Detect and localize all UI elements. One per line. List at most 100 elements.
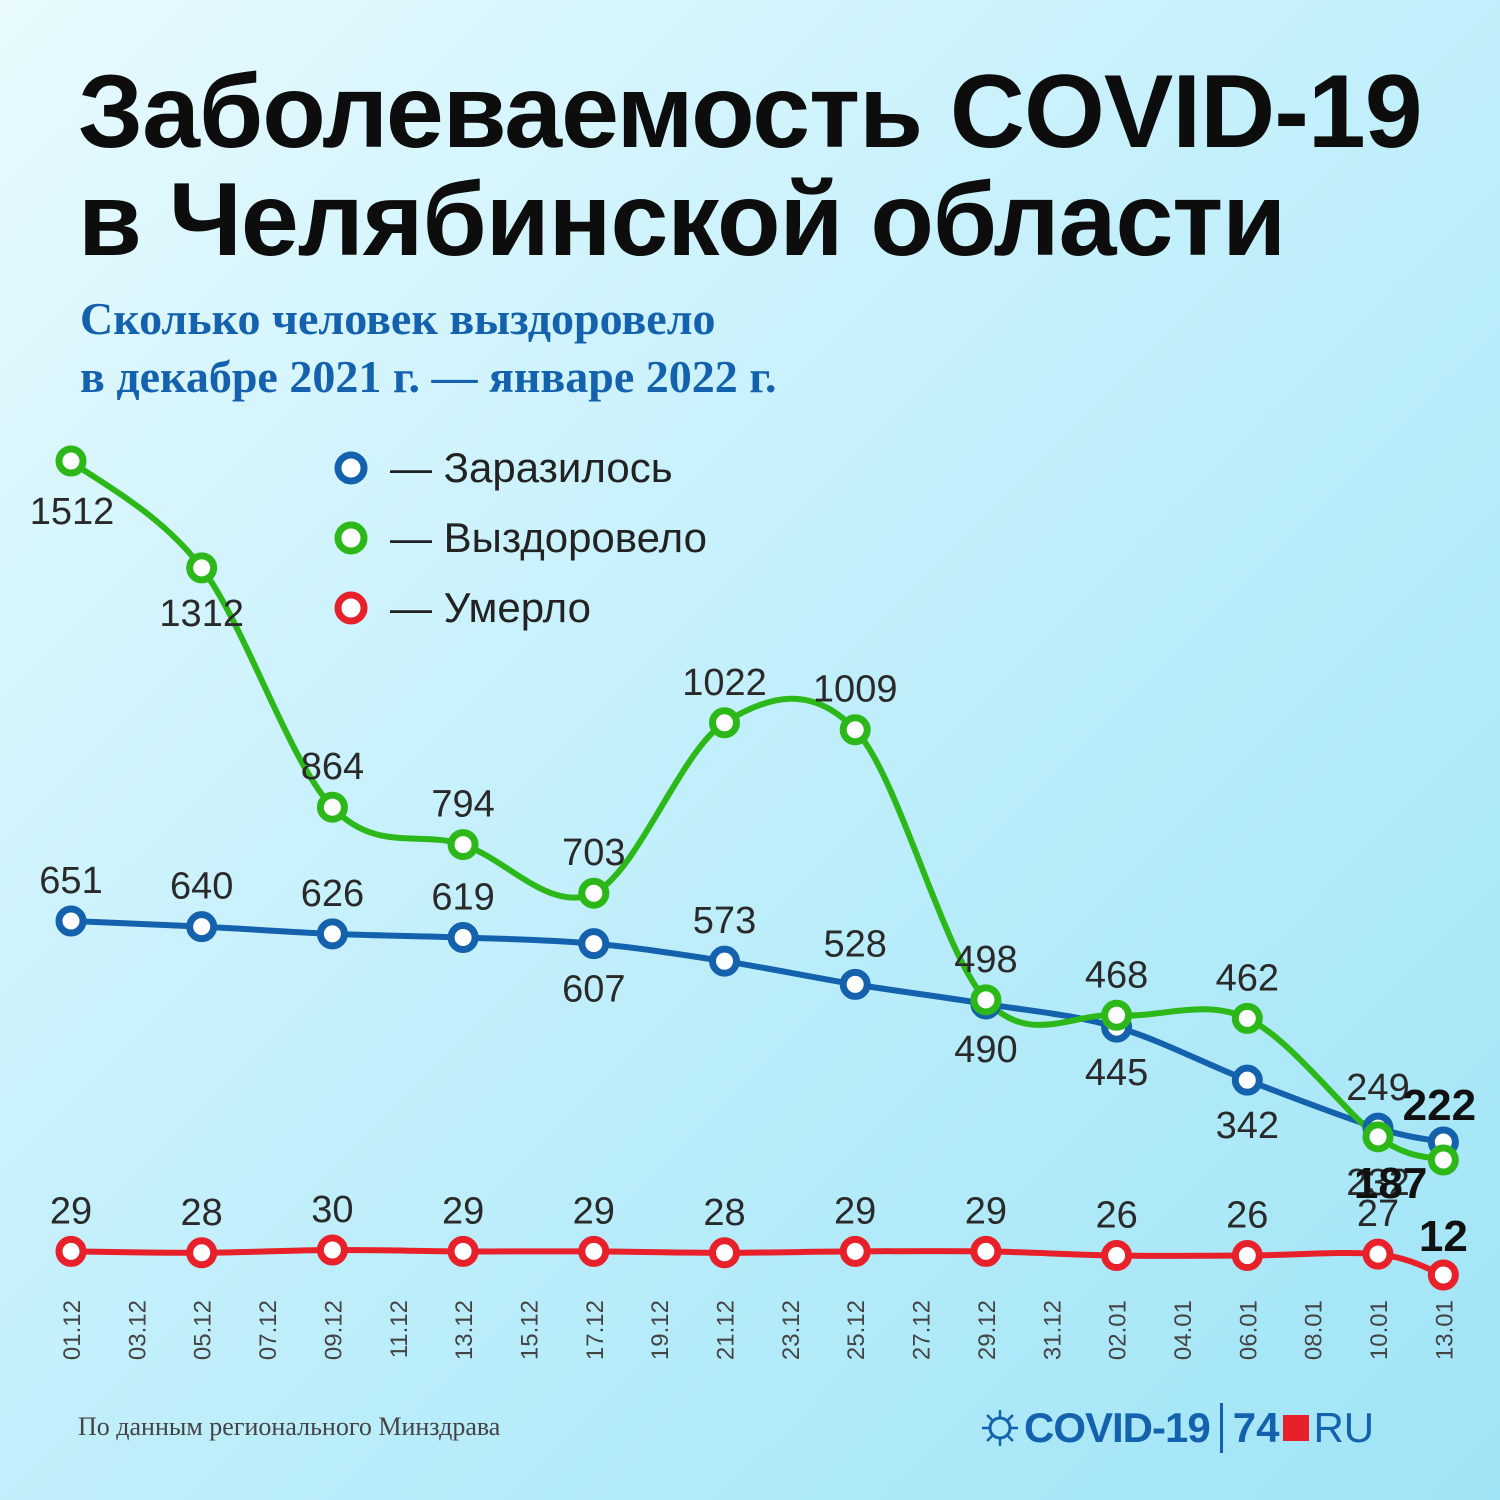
- data-point-recovered: [186, 552, 218, 584]
- data-label-recovered: 1022: [682, 662, 767, 704]
- data-label-infected: 490: [954, 1029, 1017, 1071]
- data-point-recovered: [578, 877, 610, 909]
- x-tick-label: 03.12: [124, 1300, 151, 1360]
- data-label-died: 29: [50, 1190, 92, 1232]
- x-tick-label: 25.12: [843, 1300, 870, 1360]
- data-point-recovered: [1101, 999, 1133, 1031]
- x-tick-label: 05.12: [190, 1300, 217, 1360]
- data-point-recovered: [316, 791, 348, 823]
- x-tick-label: 29.12: [974, 1300, 1001, 1360]
- logo-divider: [1219, 1403, 1223, 1453]
- data-point-died: [1231, 1240, 1263, 1272]
- data-label-recovered: 232: [1346, 1162, 1409, 1204]
- legend-marker-infected: [334, 451, 368, 485]
- x-tick-label: 10.01: [1366, 1300, 1393, 1360]
- title-line-1: Заболеваемость COVID-19: [78, 54, 1423, 170]
- legend-marker-recovered: [334, 521, 368, 555]
- legend-label-infected: — Заразилось: [390, 444, 673, 491]
- data-label-died: 26: [1226, 1195, 1268, 1237]
- data-point-died: [709, 1237, 740, 1269]
- data-point-died: [1101, 1240, 1133, 1272]
- data-point-infected: [709, 945, 740, 977]
- data-label-infected: 651: [39, 860, 102, 902]
- logo-74: 74: [1232, 1404, 1280, 1451]
- data-label-infected: 573: [693, 900, 756, 942]
- data-label-recovered: 1312: [159, 593, 244, 635]
- data-point-recovered: [970, 984, 1002, 1016]
- source-note: По данным регионального Минздрава: [78, 1412, 501, 1441]
- legend-label-recovered: — Выздоровело: [390, 514, 707, 561]
- data-point-infected: [839, 968, 871, 1000]
- data-label-recovered: 462: [1216, 957, 1279, 999]
- data-point-recovered: [839, 714, 871, 746]
- logo-covid: COVID-19: [1024, 1404, 1211, 1451]
- x-tick-label: 04.01: [1170, 1300, 1197, 1360]
- data-label-recovered: 864: [301, 746, 364, 788]
- data-label-died: 30: [311, 1189, 353, 1231]
- data-label-died: 12: [1419, 1212, 1468, 1261]
- x-tick-label: 11.12: [386, 1300, 413, 1358]
- x-tick-label: 13.12: [451, 1300, 478, 1360]
- x-tick-label: 15.12: [516, 1300, 543, 1360]
- data-point-died: [970, 1235, 1002, 1267]
- legend-label-died: — Умерло: [390, 584, 591, 631]
- data-point-recovered: [1362, 1121, 1394, 1153]
- data-label-recovered: 187: [1354, 1159, 1427, 1208]
- data-label-died: 28: [703, 1192, 745, 1234]
- data-point-died: [839, 1235, 871, 1267]
- legend-marker-died: [334, 591, 368, 625]
- data-point-infected: [1231, 1064, 1263, 1096]
- data-point-infected: [316, 918, 348, 950]
- x-tick-label: 19.12: [647, 1300, 674, 1360]
- virus-icon: [982, 1410, 1018, 1446]
- data-point-infected: [578, 928, 610, 960]
- title-line-2: в Челябинской области: [78, 162, 1286, 278]
- x-tick-label: 01.12: [59, 1300, 86, 1360]
- data-point-died: [55, 1235, 87, 1267]
- data-label-died: 29: [573, 1190, 615, 1232]
- data-point-died: [1427, 1259, 1459, 1291]
- data-label-infected: 619: [431, 876, 494, 918]
- data-label-recovered: 1512: [30, 491, 115, 533]
- data-label-recovered: 794: [431, 784, 494, 826]
- data-point-recovered: [709, 707, 740, 739]
- x-tick-label: 08.01: [1301, 1300, 1328, 1360]
- x-tick-label: 17.12: [582, 1300, 609, 1360]
- data-point-infected: [447, 921, 479, 953]
- data-point-died: [578, 1235, 610, 1267]
- data-point-died: [447, 1235, 479, 1267]
- data-label-infected: 445: [1085, 1052, 1148, 1094]
- data-point-recovered: [447, 829, 479, 861]
- series-line-recovered: [68, 458, 1447, 1164]
- x-tick-label: 09.12: [320, 1300, 347, 1360]
- data-point-died: [316, 1234, 348, 1266]
- x-tick-label: 02.01: [1105, 1300, 1132, 1360]
- page-title: Заболеваемость COVID-19 в Челябинской об…: [78, 54, 1423, 278]
- x-tick-label: 27.12: [909, 1300, 936, 1360]
- data-label-died: 26: [1095, 1195, 1137, 1237]
- data-label-died: 29: [965, 1190, 1007, 1232]
- data-label-died: 27: [1357, 1193, 1399, 1235]
- data-point-recovered: [1231, 1002, 1263, 1034]
- data-label-recovered: 498: [954, 939, 1017, 981]
- data-point-recovered: [55, 445, 87, 477]
- logo: COVID-19 74 RU: [980, 1398, 1374, 1458]
- data-label-infected: 342: [1216, 1105, 1279, 1147]
- subtitle-line-1: Сколько человек выздоровело: [80, 293, 716, 344]
- data-label-infected: 607: [562, 969, 625, 1011]
- data-label-infected: 640: [170, 866, 233, 908]
- x-tick-label: 07.12: [255, 1300, 282, 1360]
- x-tick-label: 06.01: [1235, 1300, 1262, 1360]
- data-point-died: [1362, 1238, 1394, 1270]
- data-label-infected: 249: [1346, 1067, 1409, 1109]
- data-label-infected: 626: [301, 873, 364, 915]
- data-label-recovered: 703: [562, 832, 625, 874]
- data-point-recovered: [1427, 1144, 1459, 1176]
- data-label-died: 28: [181, 1192, 223, 1234]
- data-point-infected: [55, 905, 87, 937]
- logo-ru: RU: [1313, 1404, 1375, 1451]
- data-point-infected: [186, 911, 218, 943]
- x-tick-label: 21.12: [713, 1300, 740, 1360]
- x-tick-label: 13.01: [1431, 1300, 1458, 1360]
